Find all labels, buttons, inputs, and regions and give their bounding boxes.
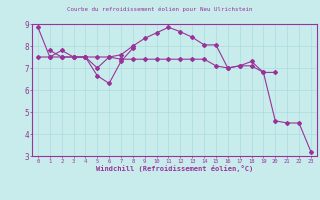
- X-axis label: Windchill (Refroidissement éolien,°C): Windchill (Refroidissement éolien,°C): [96, 165, 253, 172]
- Text: Courbe du refroidissement éolien pour Neu Ulrichstein: Courbe du refroidissement éolien pour Ne…: [67, 6, 253, 11]
